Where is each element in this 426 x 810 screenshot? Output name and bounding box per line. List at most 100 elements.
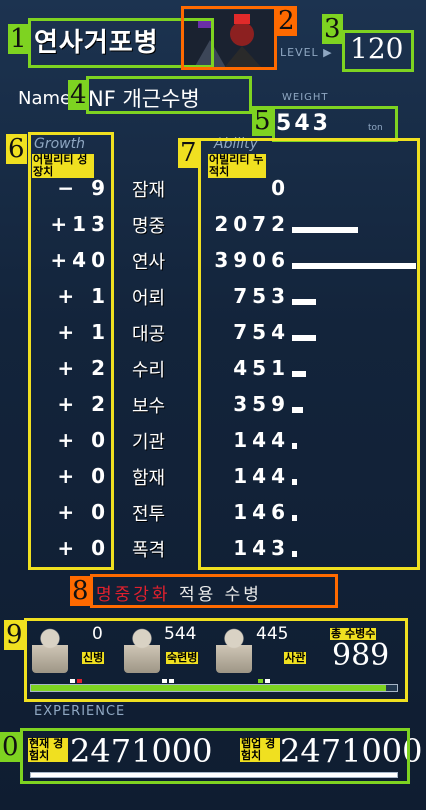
stat-row: +13 명중 2072: [0, 212, 426, 248]
annotation-box-1: [28, 18, 214, 68]
crew-count-rookie: 0: [92, 624, 103, 644]
stat-row: + 2 수리 451: [0, 356, 426, 392]
stat-name: 명중: [132, 216, 166, 237]
stat-row: + 1 어뢰 753: [0, 284, 426, 320]
stat-ability: 144: [233, 464, 290, 488]
stat-ability: 0: [271, 176, 290, 200]
stat-bar: [292, 479, 297, 485]
annotation-label-7: 7: [178, 138, 199, 168]
buff-line: 명중강화 적용 수병: [96, 580, 262, 605]
ability-tag: 어빌리티 누적치: [208, 154, 266, 178]
stat-bar: [292, 443, 297, 449]
growth-tag: 어빌리티 성장치: [32, 154, 94, 178]
stat-growth: + 0: [57, 500, 110, 524]
crew-progress-fill: [31, 685, 387, 691]
stat-name: 폭격: [132, 540, 166, 561]
sailor-veteran-icon: [124, 625, 160, 673]
stat-ability: 3906: [214, 248, 290, 272]
annotation-label-5: 5: [252, 106, 273, 136]
stat-bar: [292, 407, 303, 413]
annotation-label-8: 8: [70, 576, 91, 606]
stat-name: 보수: [132, 396, 166, 417]
current-exp-label: 현재 경험치: [28, 738, 68, 762]
annotation-box-5: [272, 106, 398, 142]
stat-bar: [292, 299, 316, 305]
stat-row: + 2 보수 359: [0, 392, 426, 428]
annotation-label-2: 2: [276, 6, 297, 36]
current-exp-value: 2471000: [70, 732, 213, 770]
weight-unit: ton: [368, 123, 383, 133]
stat-row: + 0 폭격 143: [0, 536, 426, 572]
annotation-box-3: [342, 30, 414, 72]
stat-bar: [292, 335, 316, 341]
stat-growth: + 0: [57, 464, 110, 488]
annotation-box-4: [86, 76, 252, 114]
stat-row: +40 연사 3906: [0, 248, 426, 284]
rank-pips-icon: [70, 668, 90, 683]
crew-total-label: 총 수병수: [330, 627, 377, 640]
annotation-label-1: 1: [8, 24, 29, 54]
stat-bar: [292, 551, 297, 557]
annotation-box-9: [24, 618, 408, 702]
stat-row: + 1 대공 754: [0, 320, 426, 356]
crew-count-officer: 445: [256, 624, 289, 644]
sailor-rookie-icon: [32, 625, 68, 673]
stat-ability: 359: [233, 392, 290, 416]
ship-name: NF 개근수병: [88, 87, 200, 111]
annotation-box-6: [28, 132, 114, 570]
annotation-box-7: [198, 138, 420, 570]
stat-name: 수리: [132, 360, 166, 381]
name-label: Name: [18, 88, 72, 109]
stat-growth: +40: [50, 248, 110, 272]
weight-label: WEIGHT: [282, 92, 329, 103]
stat-bar: [292, 371, 306, 377]
stat-name: 함재: [132, 468, 166, 489]
stat-bar: [292, 515, 297, 521]
experience-progress-fill: [31, 773, 397, 777]
growth-column-header: Growth: [34, 136, 85, 152]
stat-growth: +13: [50, 212, 110, 236]
stat-growth: − 9: [57, 176, 110, 200]
stat-growth: + 0: [57, 536, 110, 560]
experience-progress-bar: [30, 772, 398, 778]
stat-row: + 0 기관 144: [0, 428, 426, 464]
stat-name: 전투: [132, 504, 166, 525]
rank-pips-icon: [258, 668, 278, 683]
annotation-label-0: 0: [0, 732, 21, 762]
stat-row: + 0 함재 144: [0, 464, 426, 500]
experience-label: EXPERIENCE: [34, 704, 126, 719]
ship-title: 연사거포병: [34, 28, 159, 58]
level-label: LEVEL ▶: [280, 46, 333, 59]
crew-progress-bar: [30, 684, 398, 692]
stat-name: 연사: [132, 252, 166, 273]
annotation-box-0: [20, 728, 410, 784]
annotation-label-6: 6: [6, 134, 27, 164]
annotation-box-8: [90, 574, 338, 608]
stat-bar: [292, 227, 358, 233]
stat-ability: 2072: [214, 212, 290, 236]
crew-label-officer: 사관: [284, 651, 307, 664]
annotation-label-9: 9: [4, 620, 25, 650]
stat-bar: [292, 263, 416, 269]
stat-row: − 9 잠재 0: [0, 176, 426, 212]
stat-growth: + 0: [57, 428, 110, 452]
stat-growth: + 1: [57, 320, 110, 344]
stat-name: 대공: [132, 324, 166, 345]
sailor-officer-icon: [216, 625, 252, 673]
annotation-box-2: [181, 6, 277, 70]
stat-ability: 753: [233, 284, 290, 308]
level-value: 120: [350, 32, 404, 65]
crew-total: 989: [332, 638, 390, 673]
stat-ability: 754: [233, 320, 290, 344]
stat-name: 어뢰: [132, 288, 166, 309]
stat-name: 잠재: [132, 180, 166, 201]
crew-label-rookie: 신병: [82, 651, 105, 664]
stat-growth: + 2: [57, 392, 110, 416]
annotation-label-4: 4: [68, 80, 89, 110]
crew-count-veteran: 544: [164, 624, 197, 644]
stat-growth: + 1: [57, 284, 110, 308]
buff-highlight: 명중강화: [96, 585, 171, 605]
rank-pips-icon: [162, 668, 182, 683]
stat-growth: + 2: [57, 356, 110, 380]
